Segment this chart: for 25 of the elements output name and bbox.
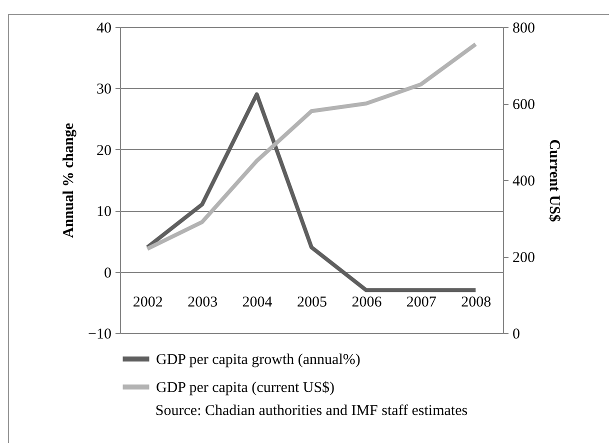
x-tick-label: 2003 (188, 294, 218, 310)
y2-tick-label: 0 (512, 326, 520, 342)
y-axis-title: Annual % change (61, 122, 78, 238)
source-note: Source: Chadian authorities and IMF staff estimates (155, 403, 468, 419)
y2-tick-label: 800 (512, 20, 535, 36)
x-tick-label: 2002 (132, 294, 163, 310)
x-tick-label: 2007 (406, 294, 437, 310)
line-series (145, 92, 478, 292)
y-tick-label: 10 (96, 204, 112, 220)
x-tick-label: 2005 (297, 294, 327, 310)
y-tick-label: 0 (104, 265, 112, 282)
y2-tick-label: 400 (512, 174, 535, 190)
y-tick-label: −10 (88, 326, 112, 342)
y-tick-label: 40 (96, 20, 112, 36)
y2-axis-title: Current US$ (546, 139, 562, 222)
y-tick-label: 20 (96, 142, 112, 159)
x-tick-label: 2008 (461, 294, 492, 310)
legend-label: GDP per capita growth (annual%) (156, 352, 360, 368)
line-series (145, 42, 478, 251)
legend-label: GDP per capita (current US$) (156, 380, 335, 396)
y2-tick-label: 600 (512, 97, 535, 113)
y2-tick-label: 200 (512, 250, 535, 266)
x-tick-label: 2006 (352, 294, 382, 310)
x-tick-label: 2004 (242, 294, 273, 310)
y-tick-label: 30 (96, 82, 112, 98)
